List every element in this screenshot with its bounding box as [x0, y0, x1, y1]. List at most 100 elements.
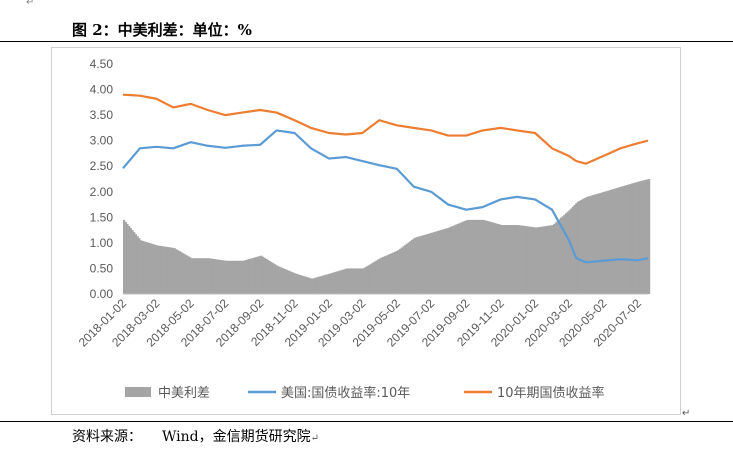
- spread-bar: [549, 225, 552, 294]
- spread-bar: [585, 197, 588, 294]
- spread-bar: [597, 193, 600, 294]
- spread-bar: [510, 225, 514, 294]
- spread-bar: [556, 220, 559, 294]
- spread-bar: [637, 181, 641, 294]
- spread-bar: [492, 222, 495, 294]
- spread-bar: [238, 260, 241, 294]
- spread-bar: [197, 258, 200, 294]
- spread-bar: [553, 223, 556, 294]
- spread-bar: [487, 221, 490, 294]
- spread-bar: [338, 270, 341, 294]
- spread-bar: [409, 241, 412, 294]
- spread-bar: [170, 247, 173, 294]
- spread-bar: [453, 225, 456, 294]
- spread-bar: [412, 238, 415, 294]
- spread-bar: [371, 262, 375, 294]
- spread-bar: [590, 195, 593, 294]
- spread-bar: [639, 181, 642, 294]
- spread-bar: [393, 251, 397, 294]
- spread-bar: [145, 241, 148, 294]
- spread-bar: [502, 225, 505, 294]
- spread-bar: [161, 246, 165, 294]
- spread-bar: [432, 232, 436, 294]
- spread-bar: [305, 277, 309, 294]
- spread-bar: [380, 257, 383, 294]
- spread-bar: [250, 258, 253, 294]
- spread-bar: [366, 265, 370, 294]
- spread-bar: [321, 275, 324, 294]
- spread-bar: [424, 234, 427, 294]
- spread-bar: [537, 227, 541, 294]
- spread-bar: [541, 226, 544, 294]
- spread-bar: [429, 233, 432, 294]
- spread-bar: [570, 208, 573, 294]
- spread-bar: [183, 254, 187, 294]
- spread-bar: [280, 267, 283, 294]
- spread-bar: [160, 246, 163, 294]
- spread-bar: [278, 266, 282, 294]
- spread-bar: [253, 257, 256, 294]
- source-note: 资料来源： Wind，金信期货研究院↵: [72, 426, 319, 446]
- spread-bar: [277, 266, 280, 294]
- spread-bar: [456, 223, 459, 294]
- spread-bar: [566, 211, 569, 294]
- spread-bar: [255, 257, 258, 294]
- spread-bar: [195, 258, 199, 294]
- spread-bar: [522, 225, 525, 294]
- cn-treasury-10y-line: [122, 93, 649, 165]
- spread-bar: [222, 260, 226, 294]
- spread-bar: [343, 269, 346, 294]
- y-tick-label: 4.00: [90, 83, 114, 97]
- spread-bar: [266, 259, 270, 294]
- spread-bar: [497, 224, 500, 294]
- spread-bar: [211, 258, 214, 294]
- spread-bar: [426, 234, 429, 294]
- spread-bar: [400, 247, 403, 294]
- spread-bar: [319, 276, 322, 294]
- spread-bar: [256, 256, 259, 295]
- spread-bar: [314, 277, 317, 294]
- spread-bar: [625, 185, 629, 294]
- spread-bar: [587, 196, 590, 294]
- spread-bar: [646, 179, 649, 294]
- spread-bar: [194, 258, 197, 294]
- spread-bar: [558, 219, 561, 294]
- chart-frame: 4.50 4.00 3.50 3.00 2.50 2.00 1.50 1.00 0.50 0.00…: [51, 47, 681, 415]
- spread-bar: [392, 252, 395, 294]
- spread-bar: [614, 188, 617, 294]
- spread-bar: [351, 268, 354, 294]
- spread-bar: [592, 195, 595, 294]
- spread-bar: [399, 248, 402, 294]
- spread-bar: [600, 192, 603, 294]
- spread-bar: [619, 187, 622, 294]
- spread-bar: [627, 184, 630, 294]
- spread-bar: [588, 196, 591, 294]
- spread-bar: [539, 226, 542, 294]
- spread-bar: [190, 258, 193, 294]
- legend-label: 中美利差: [158, 386, 210, 401]
- spread-bar: [217, 259, 221, 294]
- spread-bar: [317, 276, 320, 294]
- spread-bar: [348, 268, 351, 294]
- spread-bar: [377, 259, 380, 294]
- spread-bar: [488, 221, 492, 294]
- spread-bar: [168, 247, 171, 294]
- spread-bar: [493, 223, 497, 294]
- spread-bar: [443, 229, 446, 294]
- spread-bar: [229, 260, 232, 294]
- spread-bar: [131, 230, 134, 294]
- spread-bar: [622, 186, 625, 294]
- spread-bar: [476, 219, 480, 294]
- spread-bar: [519, 225, 522, 294]
- spread-bar: [478, 219, 481, 294]
- spread-bar: [270, 262, 273, 294]
- spread-bar: [312, 278, 315, 294]
- spread-bar: [551, 225, 554, 294]
- spread-bar: [302, 276, 305, 294]
- spread-bar: [593, 194, 597, 294]
- us-treasury-10y-line: [122, 129, 649, 264]
- spread-bar: [336, 271, 339, 294]
- spread-bar: [421, 235, 424, 294]
- spread-bar: [632, 183, 635, 294]
- spread-bar: [214, 259, 217, 294]
